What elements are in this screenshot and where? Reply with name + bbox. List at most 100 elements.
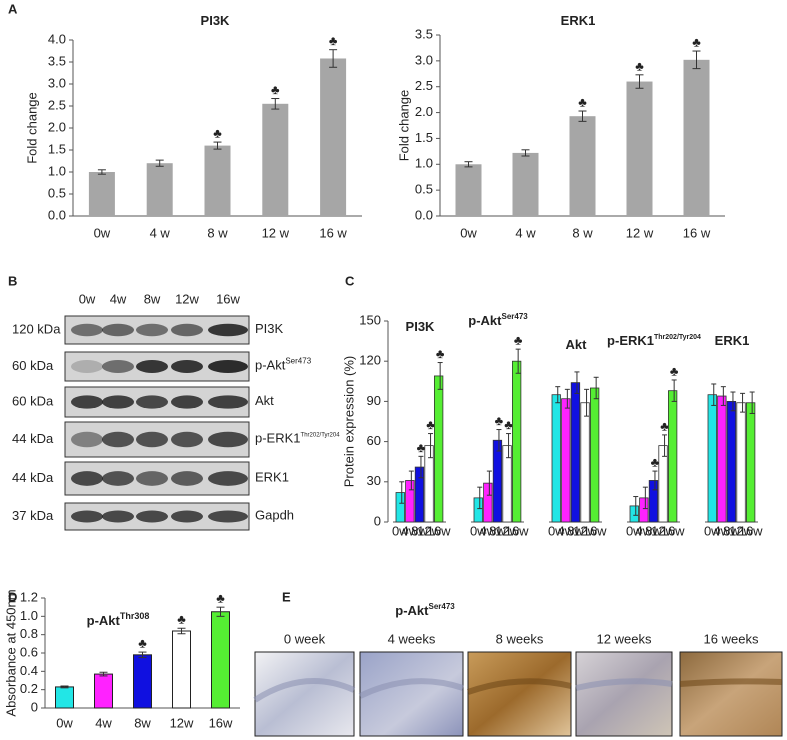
error-bar xyxy=(60,685,69,689)
error-bar xyxy=(496,429,502,452)
x-tick-label: 0w xyxy=(548,523,565,538)
bar xyxy=(629,505,639,523)
x-tick-label: 8w xyxy=(489,523,506,538)
significance-marker: ♣ xyxy=(436,346,445,361)
x-tick-label: 16 w xyxy=(319,225,347,240)
significance-marker: ♣ xyxy=(417,440,426,455)
protein-label-main: ERK1 xyxy=(255,470,289,485)
kda-label: 60 kDa xyxy=(12,393,54,408)
bar xyxy=(512,360,522,523)
bar xyxy=(626,81,653,217)
y-tick-label: 2.0 xyxy=(415,104,433,119)
y-axis-label: Protein expression (%) xyxy=(341,356,356,488)
histology-title: p-AktSer473 xyxy=(395,602,455,618)
error-bar xyxy=(671,379,677,402)
error-bar xyxy=(740,392,746,413)
x-tick-label: 16w xyxy=(739,523,763,538)
band xyxy=(102,510,134,523)
significance-marker: ♣ xyxy=(216,591,225,606)
bar xyxy=(717,395,727,523)
y-tick-label: 1.2 xyxy=(20,589,38,604)
bar xyxy=(483,482,493,523)
y-tick-label: 0.2 xyxy=(20,681,38,696)
significance-marker: ♣ xyxy=(213,126,222,141)
image-label: 4 weeks xyxy=(388,631,436,646)
tissue-layer xyxy=(679,678,783,687)
error-bar xyxy=(477,486,483,510)
band xyxy=(136,510,168,523)
error-bar xyxy=(428,433,434,459)
group-label-main: Akt xyxy=(566,337,588,352)
x-tick-label: 0w xyxy=(460,225,477,240)
y-tick-label: 2.5 xyxy=(415,78,433,93)
bar xyxy=(590,387,600,523)
error-bar xyxy=(555,386,561,404)
error-bar xyxy=(97,169,106,175)
error-bar xyxy=(521,149,530,157)
lane-label: 0w xyxy=(79,291,96,306)
tissue-layer xyxy=(575,678,673,691)
protein-label: Gapdh xyxy=(255,508,294,523)
x-tick-label: 0w xyxy=(470,523,487,538)
significance-marker: ♣ xyxy=(138,636,147,651)
band xyxy=(171,395,203,409)
significance-marker: ♣ xyxy=(635,58,644,73)
protein-label: ERK1 xyxy=(255,470,289,485)
y-tick-label: 1.0 xyxy=(48,163,66,178)
bar xyxy=(683,59,710,216)
y-axis-label: Fold change xyxy=(396,90,411,162)
y-tick-label: 90 xyxy=(367,393,381,408)
error-bar xyxy=(633,496,639,516)
tissue-image xyxy=(679,651,783,737)
bar xyxy=(658,445,668,523)
kda-label: 37 kDa xyxy=(12,508,54,523)
bar xyxy=(736,402,746,523)
x-tick-label: 8 w xyxy=(207,225,228,240)
error-bar xyxy=(138,651,147,659)
error-bar xyxy=(662,434,668,457)
band xyxy=(208,431,248,448)
group-label-main: PI3K xyxy=(406,319,436,334)
significance-marker: ♣ xyxy=(329,33,338,48)
error-bar xyxy=(329,49,338,68)
x-tick-label: 4w xyxy=(95,715,112,730)
x-tick-label: 16w xyxy=(427,523,451,538)
bar xyxy=(204,145,231,216)
y-axis-label: Fold change xyxy=(24,92,39,164)
error-bar xyxy=(437,362,443,390)
y-tick-label: 150 xyxy=(359,312,381,327)
bar xyxy=(211,611,230,709)
error-bar xyxy=(730,391,736,412)
tissue-image xyxy=(359,651,464,737)
error-bar xyxy=(177,627,186,635)
bar xyxy=(395,492,405,523)
y-tick-label: 1.0 xyxy=(415,156,433,171)
error-bar xyxy=(584,388,590,417)
kda-label: 44 kDa xyxy=(12,470,54,485)
band xyxy=(171,471,203,486)
error-bar xyxy=(720,386,726,406)
y-tick-label: 120 xyxy=(359,353,381,368)
error-bar xyxy=(635,74,644,89)
band xyxy=(171,510,203,523)
error-bar xyxy=(515,348,521,374)
band xyxy=(71,360,103,373)
tissue-image xyxy=(467,651,572,737)
protein-label-main: Akt xyxy=(255,393,274,408)
y-tick-label: 2.5 xyxy=(48,97,66,112)
x-tick-label: 12w xyxy=(651,523,675,538)
group-label-sup: Ser473 xyxy=(501,312,528,321)
x-tick-label: 16w xyxy=(505,523,529,538)
band xyxy=(171,323,203,337)
y-tick-label: 0.8 xyxy=(20,626,38,641)
bar xyxy=(726,400,737,523)
bar xyxy=(561,398,571,523)
x-tick-label: 4w xyxy=(714,523,731,538)
error-bar xyxy=(506,433,512,459)
x-tick-label: 4 w xyxy=(150,225,171,240)
significance-marker: ♣ xyxy=(651,455,660,470)
band xyxy=(102,431,134,448)
y-tick-label: 0.0 xyxy=(48,207,66,222)
error-bar xyxy=(216,606,225,617)
panel-label: A xyxy=(8,1,18,16)
